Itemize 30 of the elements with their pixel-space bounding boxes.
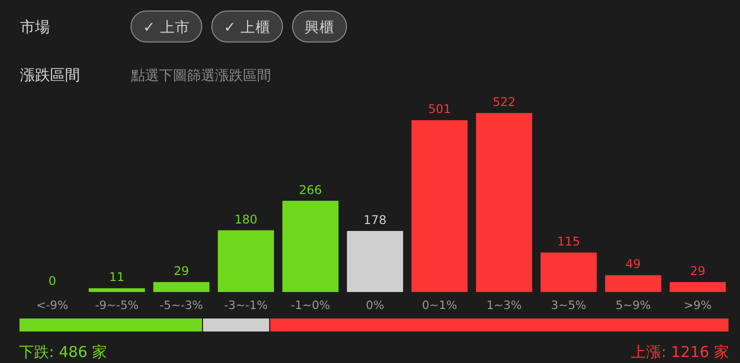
chart-title: 漲跌區間 bbox=[20, 66, 80, 84]
x-tick-label: 3~5% bbox=[551, 298, 586, 312]
x-tick-label: 0~1% bbox=[422, 298, 458, 312]
x-tick-label: -9~-5% bbox=[95, 298, 139, 312]
x-tick-label: 5~9% bbox=[616, 298, 651, 312]
x-tick-label: -5~-3% bbox=[160, 298, 204, 312]
text: ✓ 上市 bbox=[143, 19, 190, 36]
data-label: 29 bbox=[174, 264, 190, 278]
x-tick-label: 1~3% bbox=[486, 298, 522, 312]
data-label: 266 bbox=[299, 182, 322, 197]
text: 市場 bbox=[20, 18, 50, 36]
data-label: 522 bbox=[492, 95, 516, 109]
x-tick-label: -1~0% bbox=[290, 298, 330, 312]
text: 下跌: 486 家 bbox=[19, 343, 108, 361]
x-tick-label: <-9% bbox=[36, 298, 68, 312]
text: 興櫃 bbox=[304, 19, 335, 36]
data-label: 501 bbox=[428, 102, 451, 116]
text: 上漲: 1216 家 bbox=[631, 343, 729, 361]
data-label: 11 bbox=[109, 270, 124, 284]
text: ✓ 上櫃 bbox=[224, 19, 271, 36]
chart-subtitle: 點選下圖篩選漲跌區間 bbox=[130, 68, 271, 84]
x-tick-label: 0% bbox=[366, 298, 384, 312]
data-label: 178 bbox=[364, 212, 386, 227]
data-label: 49 bbox=[626, 257, 641, 272]
data-label: 29 bbox=[690, 264, 706, 278]
data-label: 0 bbox=[48, 274, 56, 288]
data-label: 180 bbox=[234, 212, 258, 226]
x-tick-label: -3~-1% bbox=[224, 298, 268, 312]
data-label: 115 bbox=[557, 234, 580, 249]
x-tick-label: >9% bbox=[684, 298, 712, 312]
